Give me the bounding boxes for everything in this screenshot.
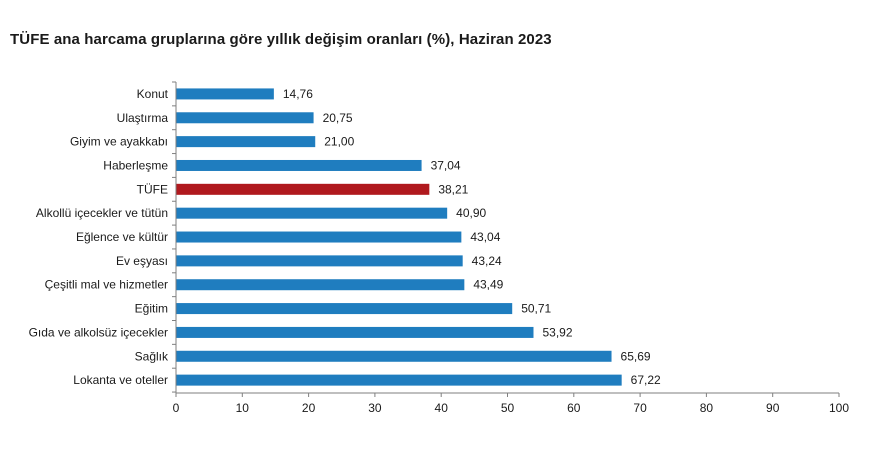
value-label: 43,24 — [472, 254, 502, 268]
bar-10 — [176, 326, 534, 338]
value-label: 43,49 — [473, 278, 503, 292]
category-label: Lokanta ve oteller — [73, 373, 168, 387]
bar-12 — [176, 374, 622, 386]
x-tick-label: 20 — [302, 401, 316, 415]
bar-5 — [176, 207, 448, 219]
category-label: TÜFE — [137, 182, 168, 196]
category-label: Ulaştırma — [117, 111, 169, 125]
x-tick-label: 70 — [633, 401, 647, 415]
bar-4 — [176, 183, 430, 195]
bar-7 — [176, 255, 463, 267]
category-label: Sağlık — [135, 349, 169, 363]
value-label: 14,76 — [283, 87, 313, 101]
x-tick-label: 0 — [173, 401, 180, 415]
value-label: 50,71 — [521, 302, 551, 316]
bar-1 — [176, 112, 314, 124]
x-tick-label: 80 — [700, 401, 714, 415]
bar-3 — [176, 159, 422, 171]
category-label: Konut — [137, 87, 169, 101]
category-label: Haberleşme — [103, 158, 168, 172]
bar-8 — [176, 279, 465, 291]
value-label: 37,04 — [431, 158, 461, 172]
category-label: Giyim ve ayakkabı — [70, 135, 168, 149]
bar-6 — [176, 231, 462, 243]
bar-11 — [176, 350, 612, 362]
value-label: 21,00 — [324, 135, 354, 149]
category-label: Ev eşyası — [116, 254, 168, 268]
bar-2 — [176, 136, 316, 148]
value-label: 53,92 — [542, 325, 572, 339]
x-tick-label: 100 — [829, 401, 849, 415]
bar-9 — [176, 303, 513, 315]
x-tick-label: 90 — [766, 401, 780, 415]
x-tick-label: 60 — [567, 401, 581, 415]
x-tick-label: 10 — [236, 401, 250, 415]
value-label: 38,21 — [438, 182, 468, 196]
value-label: 67,22 — [631, 373, 661, 387]
category-label: Eğlence ve kültür — [76, 230, 168, 244]
chart-title: TÜFE ana harcama gruplarına göre yıllık … — [10, 31, 552, 48]
x-tick-label: 50 — [501, 401, 515, 415]
value-label: 65,69 — [621, 349, 651, 363]
value-label: 43,04 — [470, 230, 500, 244]
category-label: Alkollü içecekler ve tütün — [36, 206, 168, 220]
value-label: 40,90 — [456, 206, 486, 220]
bar-0 — [176, 88, 274, 100]
value-label: 20,75 — [323, 111, 353, 125]
category-label: Çeşitli mal ve hizmetler — [45, 278, 168, 292]
x-tick-label: 40 — [435, 401, 449, 415]
x-tick-label: 30 — [368, 401, 382, 415]
category-label: Eğitim — [135, 302, 168, 316]
category-label: Gıda ve alkolsüz içecekler — [29, 325, 168, 339]
